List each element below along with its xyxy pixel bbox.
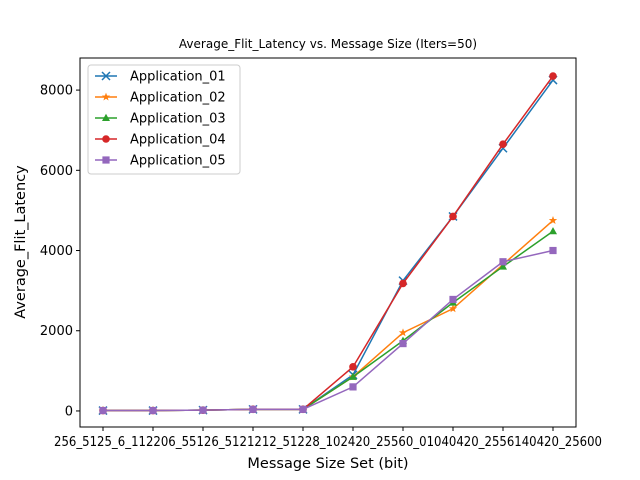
series-5 bbox=[99, 246, 557, 415]
data-point bbox=[499, 258, 507, 266]
data-point bbox=[448, 304, 458, 313]
legend-marker bbox=[102, 135, 110, 143]
legend-label: Application_03 bbox=[130, 112, 226, 127]
legend-label: Application_02 bbox=[130, 91, 226, 106]
data-point bbox=[549, 246, 557, 255]
series-line bbox=[103, 249, 554, 412]
data-point bbox=[199, 406, 207, 414]
data-point bbox=[99, 406, 107, 415]
legend-item: Application_05 bbox=[95, 154, 226, 169]
data-point bbox=[149, 406, 157, 415]
x-tick-labels: 256_5125_6_112206_55126_5121212_51228_10… bbox=[54, 435, 602, 450]
data-point bbox=[299, 405, 307, 413]
data-point bbox=[499, 140, 507, 149]
plot-area bbox=[98, 72, 558, 416]
legend-marker bbox=[101, 71, 111, 81]
legend-label: Application_04 bbox=[130, 133, 226, 148]
legend-marker bbox=[102, 156, 110, 164]
y-tick-label: 4000 bbox=[40, 244, 73, 259]
legend-label: Application_01 bbox=[130, 70, 226, 85]
plot-frame bbox=[79, 57, 577, 428]
x-axis: 256_5125_6_112206_55126_5121212_51228_10… bbox=[54, 427, 602, 450]
data-point bbox=[349, 383, 357, 391]
y-tick-label: 6000 bbox=[40, 164, 73, 179]
data-point bbox=[549, 72, 557, 80]
data-point bbox=[449, 212, 457, 221]
legend-marker bbox=[101, 92, 111, 101]
legend-label: Application_05 bbox=[130, 154, 226, 169]
legend-marker bbox=[102, 113, 110, 121]
data-point bbox=[398, 328, 408, 337]
legend: Application_01 Application_02 Application_… bbox=[87, 64, 241, 175]
data-point bbox=[449, 295, 457, 304]
legend-item: Application_01 bbox=[95, 70, 226, 85]
y-axis-title: Average_Flit_Latency bbox=[13, 165, 29, 319]
legend-item: Application_04 bbox=[95, 133, 226, 148]
legend-box bbox=[87, 64, 241, 175]
y-tick-label: 2000 bbox=[40, 324, 73, 339]
y-tick-label: 0 bbox=[65, 404, 73, 419]
data-point bbox=[499, 262, 507, 270]
data-point bbox=[399, 279, 407, 288]
y-tick-label: 8000 bbox=[40, 84, 73, 99]
data-point bbox=[548, 216, 558, 224]
data-point bbox=[349, 363, 357, 371]
legend-item: Application_02 bbox=[95, 91, 226, 106]
legend-item: Application_03 bbox=[95, 112, 226, 127]
data-point bbox=[399, 339, 407, 348]
data-point bbox=[549, 227, 557, 235]
x-axis-title: Message Size Set (bit) bbox=[247, 456, 408, 472]
y-axis: 0 2000 4000 6000 8000 bbox=[40, 84, 80, 419]
data-point bbox=[349, 372, 357, 380]
chart-title: Average_Flit_Latency vs. Message Size (I… bbox=[179, 37, 477, 51]
data-point bbox=[249, 405, 257, 413]
